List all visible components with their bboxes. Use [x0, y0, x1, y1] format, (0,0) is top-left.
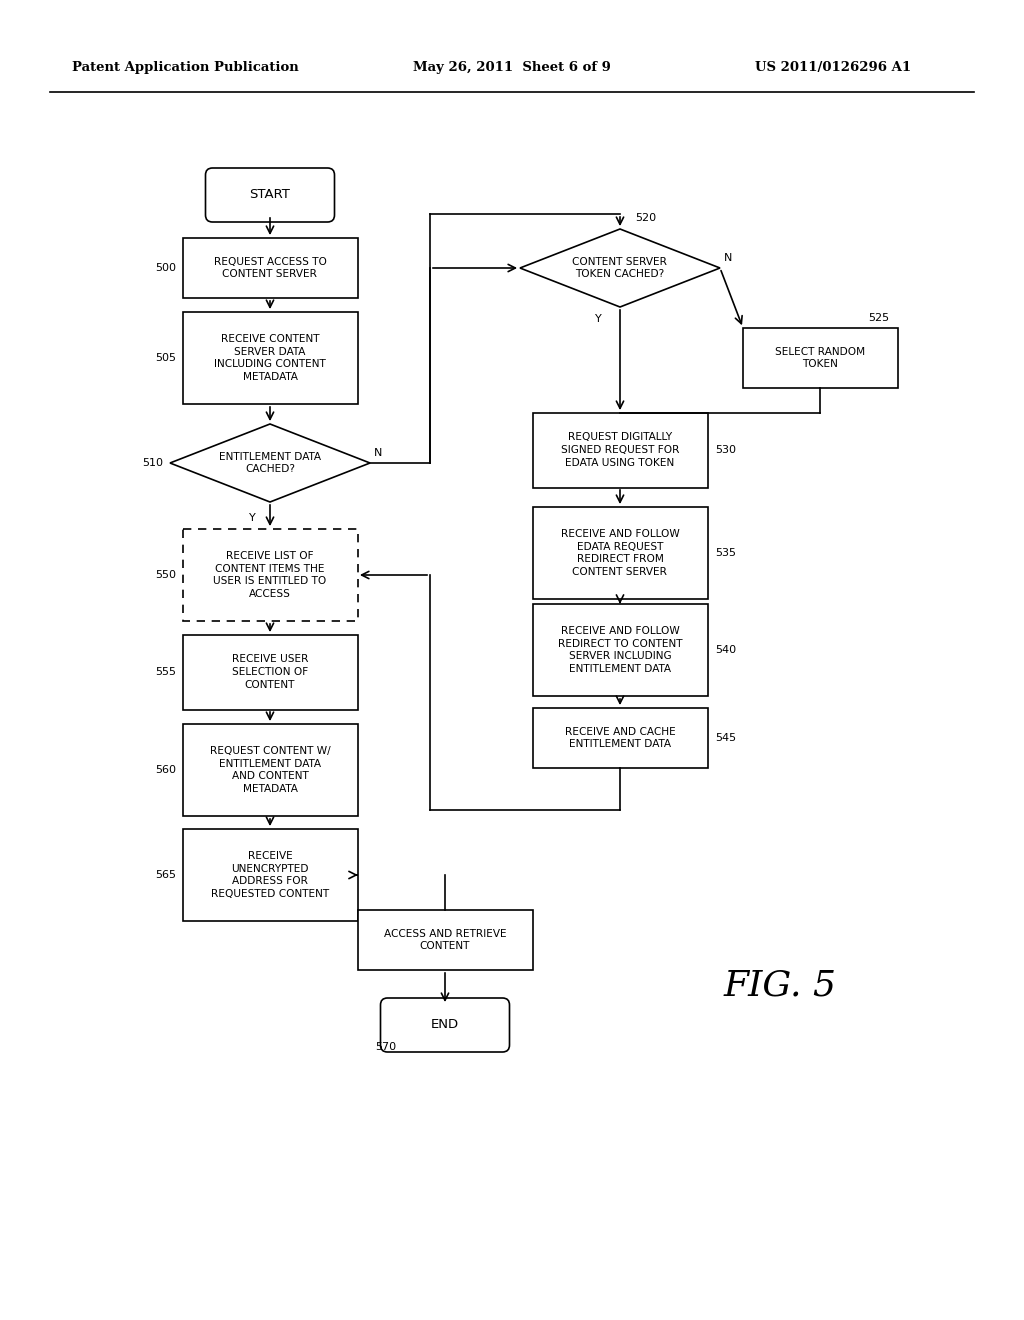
- Text: US 2011/0126296 A1: US 2011/0126296 A1: [755, 62, 911, 74]
- Text: Patent Application Publication: Patent Application Publication: [72, 62, 299, 74]
- Bar: [182, 529, 357, 620]
- Text: 535: 535: [715, 548, 736, 558]
- FancyBboxPatch shape: [206, 168, 335, 222]
- Bar: [182, 312, 357, 404]
- Text: REQUEST ACCESS TO
CONTENT SERVER: REQUEST ACCESS TO CONTENT SERVER: [214, 256, 327, 280]
- Bar: [182, 829, 357, 921]
- Bar: [532, 605, 708, 696]
- Text: RECEIVE AND FOLLOW
REDIRECT TO CONTENT
SERVER INCLUDING
ENTITLEMENT DATA: RECEIVE AND FOLLOW REDIRECT TO CONTENT S…: [558, 626, 682, 675]
- Text: RECEIVE AND FOLLOW
EDATA REQUEST
REDIRECT FROM
CONTENT SERVER: RECEIVE AND FOLLOW EDATA REQUEST REDIREC…: [560, 529, 679, 577]
- Text: ENTITLEMENT DATA
CACHED?: ENTITLEMENT DATA CACHED?: [219, 451, 321, 474]
- Text: 520: 520: [635, 213, 656, 223]
- Text: ACCESS AND RETRIEVE
CONTENT: ACCESS AND RETRIEVE CONTENT: [384, 928, 506, 952]
- Text: RECEIVE CONTENT
SERVER DATA
INCLUDING CONTENT
METADATA: RECEIVE CONTENT SERVER DATA INCLUDING CO…: [214, 334, 326, 383]
- Text: 555: 555: [155, 667, 176, 677]
- Text: Y: Y: [249, 513, 256, 523]
- Bar: [182, 723, 357, 816]
- Text: 500: 500: [155, 263, 176, 273]
- Text: 570: 570: [375, 1041, 396, 1052]
- Text: START: START: [250, 189, 291, 202]
- Text: 510: 510: [142, 458, 163, 469]
- Text: RECEIVE USER
SELECTION OF
CONTENT: RECEIVE USER SELECTION OF CONTENT: [231, 655, 308, 690]
- Text: 565: 565: [155, 870, 176, 880]
- Text: REQUEST CONTENT W/
ENTITLEMENT DATA
AND CONTENT
METADATA: REQUEST CONTENT W/ ENTITLEMENT DATA AND …: [210, 746, 331, 795]
- Bar: [532, 507, 708, 599]
- Text: Y: Y: [595, 314, 602, 323]
- Text: 545: 545: [715, 733, 736, 743]
- FancyBboxPatch shape: [381, 998, 510, 1052]
- Text: CONTENT SERVER
TOKEN CACHED?: CONTENT SERVER TOKEN CACHED?: [572, 256, 668, 280]
- Text: N: N: [724, 253, 732, 263]
- Text: END: END: [431, 1019, 459, 1031]
- Bar: [182, 635, 357, 710]
- Text: May 26, 2011  Sheet 6 of 9: May 26, 2011 Sheet 6 of 9: [413, 62, 611, 74]
- Text: 525: 525: [868, 313, 889, 323]
- Text: 530: 530: [715, 445, 736, 455]
- Text: 505: 505: [155, 352, 176, 363]
- Text: RECEIVE LIST OF
CONTENT ITEMS THE
USER IS ENTITLED TO
ACCESS: RECEIVE LIST OF CONTENT ITEMS THE USER I…: [213, 550, 327, 599]
- Bar: [532, 708, 708, 768]
- Text: RECEIVE AND CACHE
ENTITLEMENT DATA: RECEIVE AND CACHE ENTITLEMENT DATA: [564, 726, 676, 750]
- Text: REQUEST DIGITALLY
SIGNED REQUEST FOR
EDATA USING TOKEN: REQUEST DIGITALLY SIGNED REQUEST FOR EDA…: [561, 432, 679, 467]
- Bar: [357, 909, 532, 970]
- Text: SELECT RANDOM
TOKEN: SELECT RANDOM TOKEN: [775, 347, 865, 370]
- Text: N: N: [374, 447, 382, 458]
- Text: 550: 550: [155, 570, 176, 579]
- Text: 540: 540: [715, 645, 736, 655]
- Bar: [742, 327, 897, 388]
- Bar: [532, 412, 708, 487]
- Text: RECEIVE
UNENCRYPTED
ADDRESS FOR
REQUESTED CONTENT: RECEIVE UNENCRYPTED ADDRESS FOR REQUESTE…: [211, 851, 329, 899]
- Text: FIG. 5: FIG. 5: [724, 968, 837, 1002]
- Text: 560: 560: [155, 766, 176, 775]
- Bar: [182, 238, 357, 298]
